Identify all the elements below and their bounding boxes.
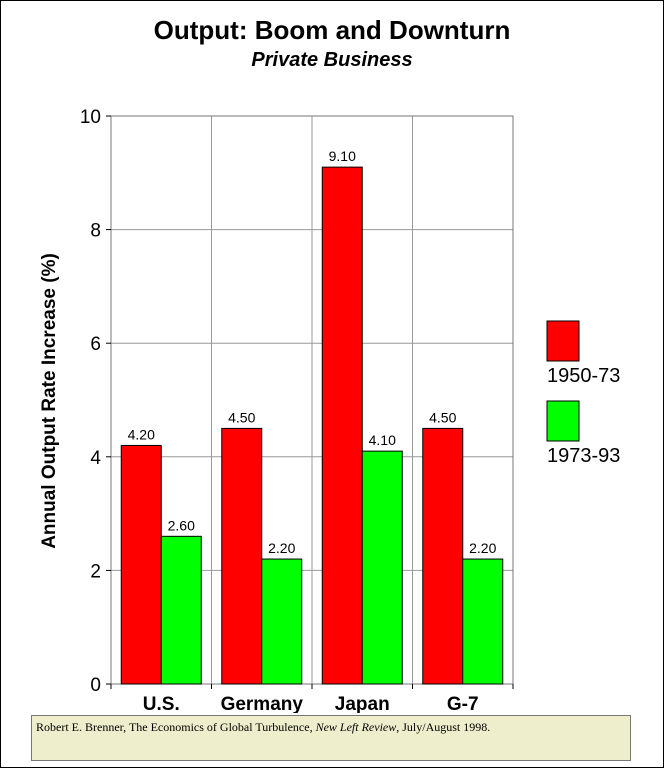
x-tick-label: Japan: [335, 694, 390, 713]
data-label: 4.10: [369, 432, 396, 448]
bar-1950-73-Japan: [321, 166, 363, 685]
y-tick-label: 10: [80, 107, 101, 128]
bar-1950-73-U.S.: [120, 444, 162, 685]
data-label: 4.50: [429, 409, 456, 425]
x-tick-label: U.S.: [143, 694, 180, 713]
bar-1950-73-G-7: [422, 427, 464, 685]
bar-1950-73-Germany: [221, 427, 263, 685]
data-label: 4.20: [128, 426, 155, 442]
y-axis-label: Annual Output Rate Increase (%): [39, 253, 60, 549]
y-tick-label: 4: [90, 448, 101, 469]
data-label: 2.20: [268, 540, 295, 556]
legend-swatch: [546, 320, 580, 362]
source-citation-box: Robert E. Brenner, The Economics of Glob…: [31, 715, 631, 761]
source-suffix: , July/August 1998.: [396, 720, 491, 734]
chart-subtitle: Private Business: [251, 49, 412, 71]
y-tick-label: 2: [90, 561, 101, 582]
y-tick-label: 6: [90, 334, 101, 355]
source-citation: Robert E. Brenner, The Economics of Glob…: [36, 720, 490, 735]
x-tick-label: Germany: [221, 694, 304, 713]
plot-area: 0 2 4 6 8 10 4.20 2.60 U.S. 4.50 2.20 Germany 9.10 4.…: [80, 107, 514, 713]
data-label: 2.20: [469, 540, 496, 556]
legend-label: 1950-73: [547, 365, 620, 387]
source-prefix: Robert E. Brenner, The Economics of Glob…: [36, 720, 316, 734]
bar-1973-93-Germany: [261, 558, 303, 685]
y-tick-label: 0: [90, 675, 101, 696]
data-label: 4.50: [228, 409, 255, 425]
bar-1973-93-G-7: [462, 558, 504, 685]
source-journal: New Left Review: [315, 720, 397, 734]
y-tick-label: 8: [90, 221, 101, 242]
bar-1973-93-Japan: [361, 450, 403, 685]
data-label: 9.10: [329, 148, 356, 164]
chart-title: Output: Boom and Downturn: [154, 15, 511, 45]
legend-label: 1973-93: [547, 445, 620, 467]
bar-chart: Output: Boom and Downturn Private Busine…: [39, 15, 620, 713]
legend: 1950-73 1973-93: [546, 320, 620, 467]
x-tick-label: G-7: [447, 694, 479, 713]
legend-swatch: [546, 400, 580, 442]
bar-1973-93-U.S.: [160, 535, 202, 685]
data-label: 2.60: [168, 517, 195, 533]
